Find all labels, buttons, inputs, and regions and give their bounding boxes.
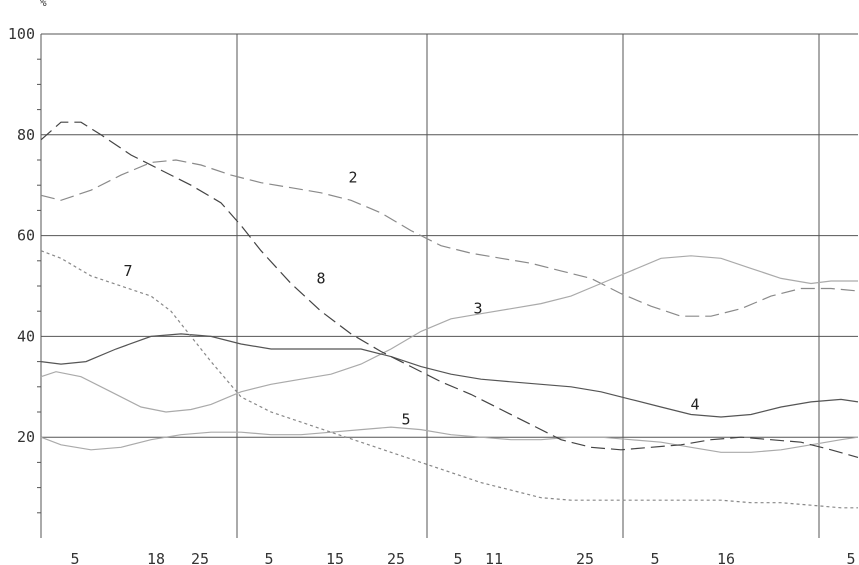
- series-line-3: [40, 255, 858, 413]
- x-tick-label: 25: [576, 550, 594, 565]
- series-line-4: [40, 333, 859, 418]
- series-label-5: 5: [401, 411, 410, 429]
- x-tick-label: 25: [191, 550, 209, 565]
- series-line-8: [40, 121, 859, 458]
- series-line-5: [40, 426, 859, 453]
- x-tick-label: 15: [326, 550, 344, 565]
- x-tick-label: 5: [70, 550, 79, 565]
- y-tick-label: 80: [17, 126, 35, 144]
- x-tick-label: 5: [453, 550, 462, 565]
- y-tick-label: 60: [17, 227, 35, 245]
- x-tick-label: 5: [846, 550, 855, 565]
- y-tick-label: 20: [17, 428, 35, 446]
- label-layer: 20 40 60 80 100 5 18 25 5 15 25 5 11 25 5 16 5 2 3 4 5 7 8: [8, 25, 856, 565]
- x-tick-label: 11: [485, 550, 503, 565]
- x-tick-label: 5: [264, 550, 273, 565]
- x-tick-label: 25: [387, 550, 405, 565]
- x-tick-label: 5: [650, 550, 659, 565]
- series-line-7: [40, 250, 858, 509]
- series-label-8: 8: [316, 269, 325, 287]
- y-axis-unit-label: %: [40, 0, 47, 9]
- x-tick-label: 16: [717, 550, 735, 565]
- series-line-2: [40, 159, 859, 317]
- series-label-3: 3: [473, 300, 482, 318]
- series-label-4: 4: [690, 395, 699, 413]
- x-tick-label: 18: [147, 550, 165, 565]
- series-label-7: 7: [123, 262, 132, 280]
- grid-layer: [37, 33, 858, 538]
- series-layer: [40, 121, 859, 509]
- y-tick-label: 40: [17, 327, 35, 345]
- y-tick-label: 100: [8, 25, 35, 43]
- series-label-2: 2: [348, 169, 357, 187]
